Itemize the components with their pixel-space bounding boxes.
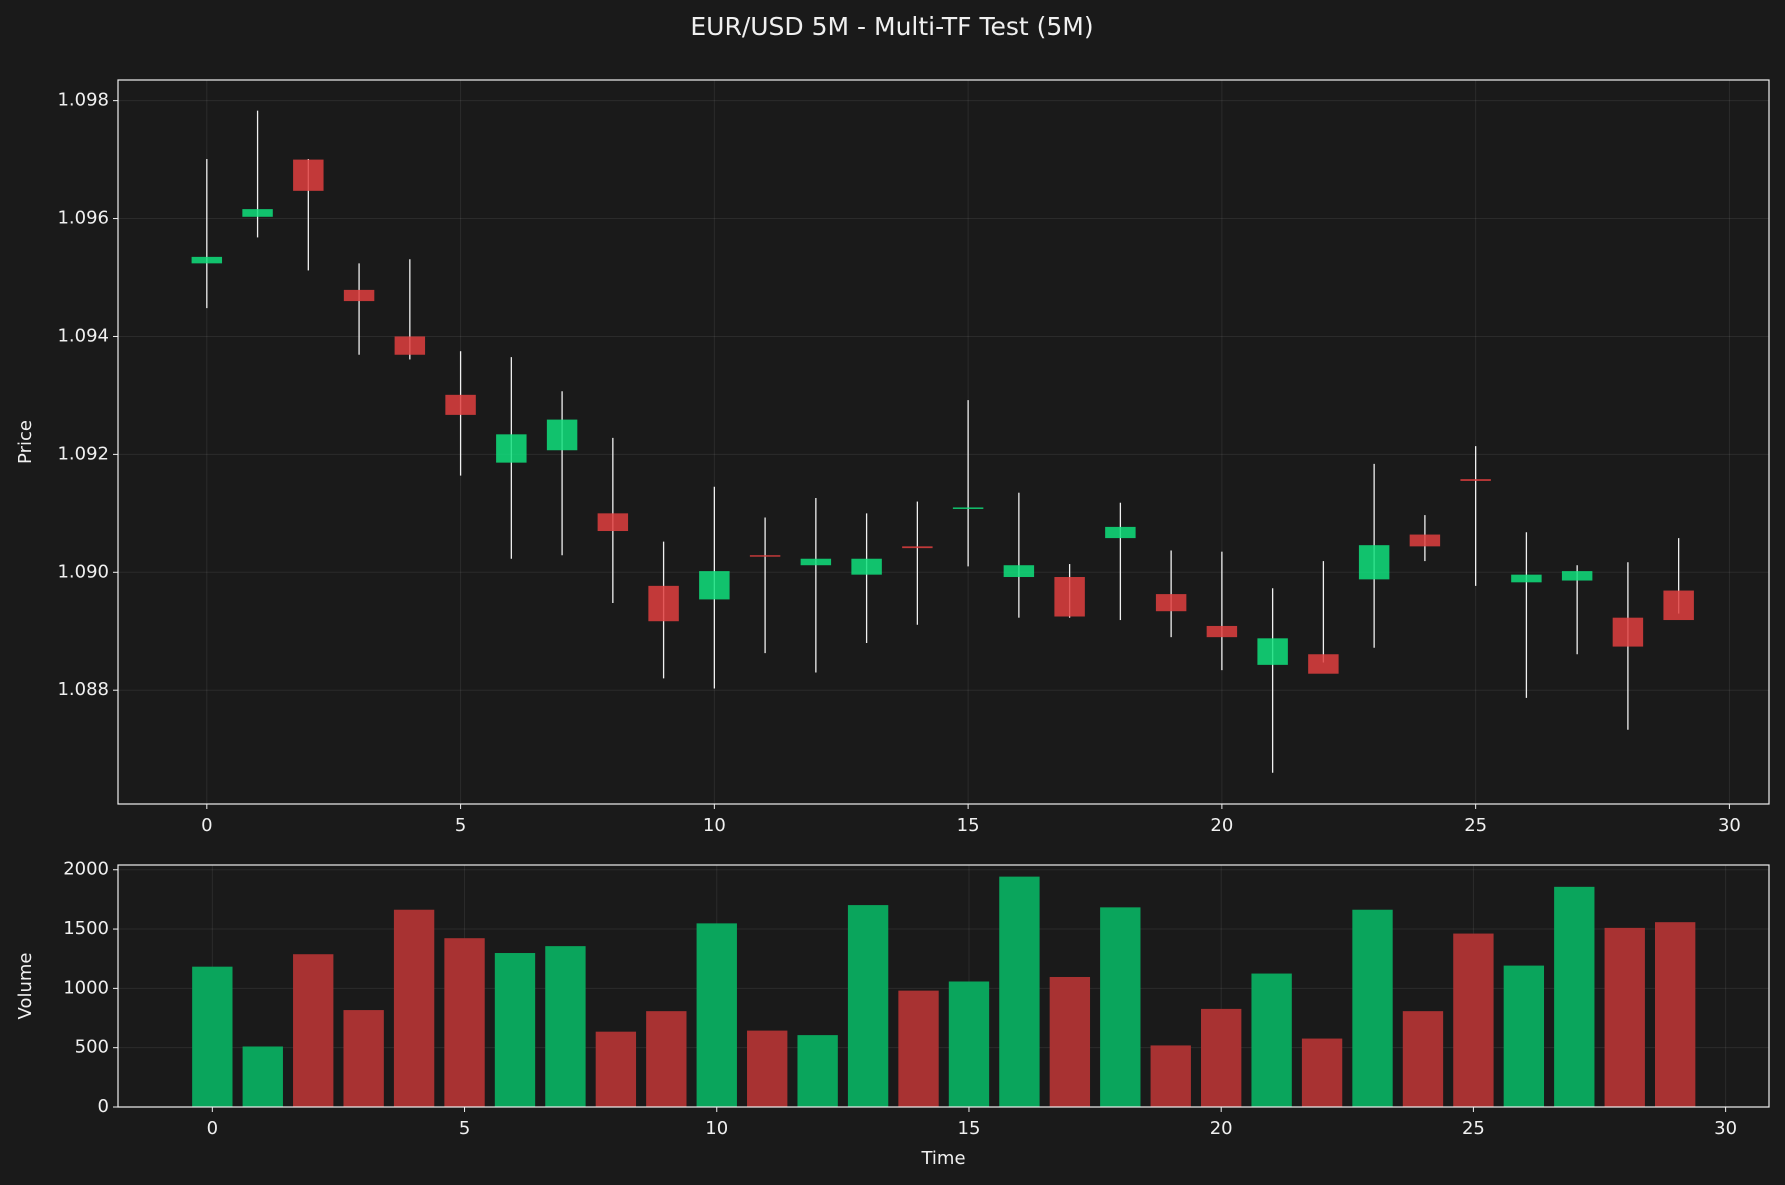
y-axis-label: Volume xyxy=(15,953,36,1020)
candle-body xyxy=(394,336,426,355)
volume-bar xyxy=(1049,976,1091,1107)
chart-title: EUR/USD 5M - Multi-TF Test (5M) xyxy=(690,12,1093,41)
candle-body xyxy=(699,571,730,600)
candle-body xyxy=(851,558,882,575)
x-tick-label: 10 xyxy=(705,1118,728,1139)
candle-body xyxy=(1460,479,1491,481)
y-tick-label: 2000 xyxy=(63,859,109,880)
candle-body xyxy=(1409,534,1441,547)
candle-body xyxy=(1358,545,1390,580)
volume-bar xyxy=(1604,927,1645,1107)
x-tick-label: 10 xyxy=(703,815,726,836)
x-tick-label: 30 xyxy=(1714,1118,1737,1139)
candle-body xyxy=(191,256,223,264)
volume-bar xyxy=(1554,886,1595,1107)
volume-bar xyxy=(1251,973,1292,1107)
candle-body xyxy=(1612,617,1644,647)
y-tick-label: 1.088 xyxy=(57,679,109,700)
plot-frame xyxy=(117,864,1770,1108)
volume-bar xyxy=(595,1031,637,1107)
x-tick-label: 20 xyxy=(1210,1118,1233,1139)
candle-body xyxy=(648,585,679,622)
volume-bar xyxy=(847,905,889,1107)
y-tick-label: 1500 xyxy=(63,918,109,939)
x-tick-label: 20 xyxy=(1210,815,1233,836)
candle-body xyxy=(546,419,578,451)
plot-frame xyxy=(117,79,1770,805)
candle-body xyxy=(902,546,933,549)
volume-bar xyxy=(1150,1045,1191,1107)
volume-bar xyxy=(343,1010,384,1107)
x-tick-label: 15 xyxy=(958,1118,981,1139)
y-tick-label: 1.096 xyxy=(57,208,109,229)
y-tick-label: 1.098 xyxy=(57,90,109,111)
volume-bar xyxy=(747,1030,788,1107)
candle-body xyxy=(343,289,375,302)
volume-bar xyxy=(1402,1011,1444,1107)
candle-body xyxy=(1054,577,1085,617)
volume-bar xyxy=(1201,1008,1242,1107)
candle-body xyxy=(293,159,324,191)
x-axis-label: Time xyxy=(920,1148,965,1169)
candle-body xyxy=(1003,565,1035,578)
x-tick-label: 15 xyxy=(957,815,980,836)
volume-bar xyxy=(192,966,233,1107)
y-tick-label: 1.092 xyxy=(57,443,109,464)
y-tick-label: 500 xyxy=(75,1037,109,1058)
candle-body xyxy=(1206,625,1238,638)
x-tick-label: 25 xyxy=(1462,1118,1485,1139)
candle-body xyxy=(952,507,984,509)
volume-bar xyxy=(1453,933,1494,1107)
y-tick-label: 1.094 xyxy=(57,325,109,346)
volume-bar xyxy=(797,1035,838,1107)
candle-body xyxy=(1511,574,1542,583)
x-tick-label: 5 xyxy=(459,1118,470,1139)
candle-body xyxy=(445,394,476,415)
candle-body xyxy=(800,558,832,566)
volume-bar xyxy=(1352,909,1393,1107)
candle-body xyxy=(1561,571,1593,581)
candle-body xyxy=(242,209,273,217)
y-axis-label: Price xyxy=(15,420,36,464)
volume-bar xyxy=(242,1046,283,1107)
candle-body xyxy=(1257,638,1288,665)
y-tick-label: 1.090 xyxy=(57,561,109,582)
volume-bar xyxy=(1301,1038,1343,1107)
volume-bar xyxy=(293,954,334,1107)
candle-body xyxy=(1663,590,1694,621)
volume-bar xyxy=(999,876,1040,1107)
candle-body xyxy=(496,434,527,463)
volume-bar xyxy=(898,990,939,1107)
x-tick-label: 0 xyxy=(207,1118,218,1139)
y-tick-label: 0 xyxy=(98,1096,109,1117)
volume-bar xyxy=(494,953,536,1107)
candle-body xyxy=(1105,526,1136,539)
candle-body xyxy=(1308,654,1339,674)
x-tick-label: 30 xyxy=(1718,815,1741,836)
volume-bar xyxy=(1100,907,1141,1107)
x-tick-label: 5 xyxy=(455,815,466,836)
x-tick-label: 25 xyxy=(1464,815,1487,836)
volume-bar xyxy=(948,981,990,1107)
volume-bar xyxy=(545,946,586,1107)
y-tick-label: 1000 xyxy=(63,977,109,998)
volume-bar xyxy=(1503,965,1545,1107)
candle-body xyxy=(597,513,629,532)
volume-bar xyxy=(393,909,435,1107)
volume-bar xyxy=(696,923,737,1107)
volume-bar xyxy=(444,938,485,1107)
candle-body xyxy=(749,555,781,557)
volume-bar xyxy=(1654,922,1696,1107)
volume-bar xyxy=(646,1011,687,1107)
x-tick-label: 0 xyxy=(201,815,212,836)
candle-body xyxy=(1155,594,1187,612)
